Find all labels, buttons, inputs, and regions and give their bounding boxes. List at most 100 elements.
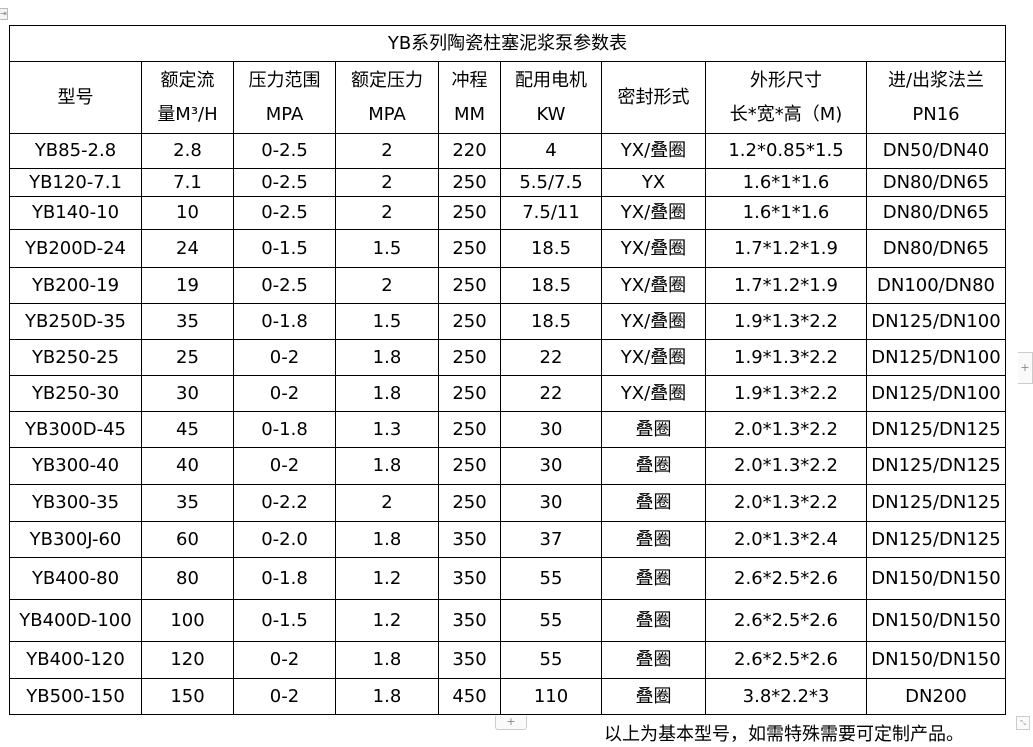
table-cell[interactable]: DN150/DN150 [866,557,1006,600]
table-cell[interactable]: DN80/DN65 [866,168,1006,197]
table-cell[interactable]: 1.5 [335,303,439,340]
table-cell[interactable]: 35 [141,303,234,340]
table-cell[interactable]: 1.8 [335,678,439,715]
table-cell[interactable]: YB400D-100 [9,599,142,642]
column-header[interactable]: 压力范围 MPA [233,61,336,134]
table-cell[interactable]: 350 [438,557,501,600]
table-cell[interactable]: DN100/DN80 [866,267,1006,304]
add-row-button[interactable]: + [495,716,527,730]
table-cell[interactable]: DN150/DN150 [866,641,1006,679]
table-cell[interactable]: YB500-150 [9,678,142,715]
table-cell[interactable]: 250 [438,411,501,448]
table-cell[interactable]: 1.9*1.3*2.2 [705,339,867,376]
table-cell[interactable]: 1.6*1*1.6 [705,168,867,197]
column-header[interactable]: 型号 [9,61,142,134]
table-cell[interactable]: 1.8 [335,375,439,412]
table-cell[interactable]: 40 [141,447,234,485]
table-cell[interactable]: DN150/DN150 [866,599,1006,642]
table-cell[interactable]: 7.5/11 [500,196,602,230]
table-cell[interactable]: 250 [438,375,501,412]
table-cell[interactable]: 2.0*1.3*2.2 [705,484,867,522]
table-cell[interactable]: 0-1.8 [233,303,336,340]
table-cell[interactable]: 0-1.5 [233,599,336,642]
table-cell[interactable]: 35 [141,484,234,522]
table-cell[interactable]: 1.2 [335,557,439,600]
table-cell[interactable]: 5.5/7.5 [500,168,602,197]
footnote[interactable]: 以上为基本型号，如需特殊需要可定制产品。 [604,724,964,745]
table-cell[interactable]: 1.8 [335,641,439,679]
table-cell[interactable]: 叠圈 [601,599,706,642]
table-cell[interactable]: YB120-7.1 [9,168,142,197]
table-cell[interactable]: 2 [335,267,439,304]
table-cell[interactable]: 350 [438,521,501,558]
table-cell[interactable]: 叠圈 [601,521,706,558]
table-cell[interactable]: 1.7*1.2*1.9 [705,229,867,268]
table-cell[interactable]: 250 [438,303,501,340]
table-cell[interactable]: DN125/DN100 [866,339,1006,376]
table-cell[interactable]: 220 [438,133,501,169]
table-cell[interactable]: 3.8*2.2*3 [705,678,867,715]
table-cell[interactable]: 1.9*1.3*2.2 [705,303,867,340]
table-cell[interactable]: 80 [141,557,234,600]
table-cell[interactable]: 18.5 [500,303,602,340]
table-cell[interactable]: 2.0*1.3*2.2 [705,411,867,448]
table-cell[interactable]: 18.5 [500,229,602,268]
table-cell[interactable]: 350 [438,599,501,642]
table-cell[interactable]: YX/叠圈 [601,196,706,230]
table-cell[interactable]: 2.0*1.3*2.4 [705,521,867,558]
table-move-handle-icon[interactable]: ⇥ [0,8,8,20]
table-cell[interactable]: YB200D-24 [9,229,142,268]
table-cell[interactable]: DN125/DN100 [866,303,1006,340]
table-cell[interactable]: 30 [141,375,234,412]
table-cell[interactable]: 1.5 [335,229,439,268]
table-cell[interactable]: 1.7*1.2*1.9 [705,267,867,304]
table-cell[interactable]: 0-2.5 [233,267,336,304]
table-cell[interactable]: 2.0*1.3*2.2 [705,447,867,485]
table-cell[interactable]: YB140-10 [9,196,142,230]
table-title[interactable]: YB系列陶瓷柱塞泥浆泵参数表 [9,25,1006,62]
table-cell[interactable]: 2.6*2.5*2.6 [705,599,867,642]
table-cell[interactable]: 37 [500,521,602,558]
table-cell[interactable]: 1.8 [335,339,439,376]
table-cell[interactable]: 0-2 [233,641,336,679]
table-cell[interactable]: 叠圈 [601,484,706,522]
table-cell[interactable]: YB250-25 [9,339,142,376]
table-cell[interactable]: 叠圈 [601,447,706,485]
table-cell[interactable]: 1.8 [335,447,439,485]
table-cell[interactable]: 150 [141,678,234,715]
table-cell[interactable]: 250 [438,267,501,304]
table-cell[interactable]: 18.5 [500,267,602,304]
table-cell[interactable]: 0-2.2 [233,484,336,522]
table-cell[interactable]: YB400-80 [9,557,142,600]
column-header[interactable]: 进/出浆法兰 PN16 [866,61,1006,134]
table-cell[interactable]: 0-2 [233,339,336,376]
table-cell[interactable]: YB250-30 [9,375,142,412]
table-cell[interactable]: 250 [438,168,501,197]
table-cell[interactable]: 30 [500,411,602,448]
table-cell[interactable]: 55 [500,641,602,679]
table-cell[interactable]: YB300-40 [9,447,142,485]
table-cell[interactable]: 2 [335,196,439,230]
table-cell[interactable]: 0-2.5 [233,133,336,169]
table-cell[interactable]: 2 [335,133,439,169]
table-cell[interactable]: 22 [500,339,602,376]
table-cell[interactable]: 叠圈 [601,678,706,715]
table-cell[interactable]: 0-2.0 [233,521,336,558]
table-cell[interactable]: 1.6*1*1.6 [705,196,867,230]
table-cell[interactable]: 1.2 [335,599,439,642]
table-cell[interactable]: 45 [141,411,234,448]
table-cell[interactable]: 2.8 [141,133,234,169]
table-cell[interactable]: DN125/DN125 [866,521,1006,558]
table-cell[interactable]: 55 [500,599,602,642]
table-cell[interactable]: 30 [500,484,602,522]
table-cell[interactable]: 0-1.8 [233,411,336,448]
table-cell[interactable]: 2.6*2.5*2.6 [705,641,867,679]
table-cell[interactable]: 0-2 [233,678,336,715]
table-cell[interactable]: 2 [335,168,439,197]
table-cell[interactable]: 0-2.5 [233,196,336,230]
table-cell[interactable]: 2 [335,484,439,522]
table-cell[interactable]: 叠圈 [601,557,706,600]
table-cell[interactable]: 250 [438,196,501,230]
table-cell[interactable]: 25 [141,339,234,376]
table-cell[interactable]: 4 [500,133,602,169]
